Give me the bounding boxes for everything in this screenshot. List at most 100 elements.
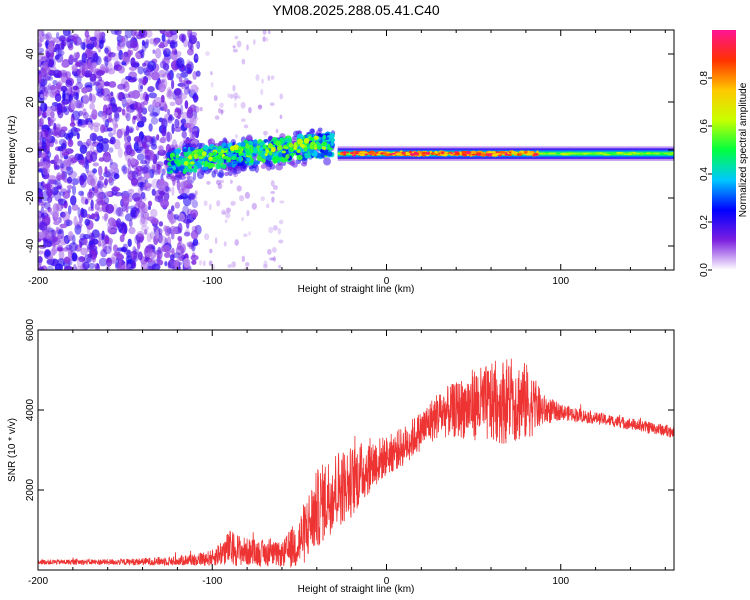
spectrogram-cell <box>189 147 195 152</box>
spectrogram-cell <box>170 79 175 90</box>
spectrogram-cell <box>131 260 137 269</box>
spectrogram-cell <box>114 112 120 122</box>
spectrogram-cell <box>241 216 245 222</box>
spectrogram-cell <box>153 169 159 176</box>
spectrogram-cell <box>207 162 213 167</box>
spectrogram-cell <box>47 132 52 142</box>
spectrogram-cell <box>60 40 65 50</box>
spectrogram-cell <box>263 260 268 268</box>
spectrogram-cell <box>87 59 92 70</box>
spectrogram-cell <box>60 211 66 218</box>
spectrogram-cell <box>67 84 72 94</box>
spectrogram-cell <box>121 196 130 207</box>
spectrogram-cell <box>180 104 184 115</box>
spectrogram-cell <box>491 150 496 154</box>
spectrogram-cell <box>161 168 166 176</box>
spectrogram-cell <box>81 141 90 150</box>
spectrogram-cell <box>127 171 132 177</box>
spectrogram-cell <box>238 195 245 202</box>
spectrogram-cell <box>145 30 153 38</box>
spectrogram-cell <box>225 207 231 213</box>
spectrogram-cell <box>193 196 198 201</box>
spectrogram-cell <box>46 231 53 242</box>
spectrogram-cell <box>199 106 203 112</box>
spectrogram-cell <box>84 30 90 39</box>
spectrogram-cell <box>130 57 136 67</box>
spectrogram-cell <box>52 203 60 214</box>
spectrogram-cell <box>137 146 144 151</box>
spectrogram-cell <box>266 203 270 209</box>
spectrogram-cell <box>243 267 250 270</box>
spectrogram-cell <box>185 80 192 85</box>
spectrogram-cell <box>308 137 315 141</box>
spectrogram-cell <box>192 92 199 103</box>
spectrogram-cell <box>303 138 310 144</box>
spectrogram-cell <box>208 156 213 162</box>
spectrogram-cell <box>118 223 123 232</box>
spectrogram-cell <box>56 174 63 181</box>
spectrogram-cell <box>140 191 146 200</box>
spectrogram-cell <box>235 134 238 139</box>
spectrogram-cell <box>51 246 56 256</box>
spectrogram-cell <box>513 153 518 156</box>
spectrogram-cell <box>164 225 172 237</box>
spectrogram-cell <box>111 186 121 192</box>
y-tick-label: 6000 <box>25 318 36 341</box>
spectrogram-cell <box>74 99 83 109</box>
spectrogram-cell <box>177 195 184 200</box>
spectrogram-cell <box>151 217 159 227</box>
spectrogram-cell <box>117 261 126 270</box>
spectrogram-cell <box>176 50 182 58</box>
spectrogram-cell <box>112 244 118 253</box>
spectrogram-cell <box>232 168 237 175</box>
spectrogram-cell <box>243 233 248 237</box>
spectrogram-cell <box>53 155 60 166</box>
spectrogram-cell <box>75 265 85 270</box>
spectrogram-cell <box>237 95 241 100</box>
spectrogram-cell <box>59 223 68 229</box>
spectrogram-cell <box>78 190 85 196</box>
spectrogram-cell <box>48 210 56 215</box>
spectrogram-cell <box>113 138 121 150</box>
spectrogram-cell <box>38 266 44 270</box>
spectrogram-cell <box>191 225 198 232</box>
spectrogram-cell <box>166 227 173 235</box>
spectrogram-cell <box>54 190 62 202</box>
spectrogram-cell <box>156 163 161 171</box>
spectrogram-cell <box>127 165 132 176</box>
spectrogram-cell <box>78 119 86 126</box>
spectrogram-cell <box>185 63 192 70</box>
spectrogram-cell <box>227 157 232 163</box>
spectrogram-cell <box>153 249 163 255</box>
spectrogram-cell <box>313 135 319 140</box>
spectrogram-cell <box>39 221 48 231</box>
spectrogram-cell <box>164 260 168 267</box>
spectrogram-cell <box>195 70 201 77</box>
spectrogram-cell <box>204 233 210 241</box>
spectrogram-cell <box>161 127 167 137</box>
spectrogram-cell <box>159 41 165 48</box>
spectrogram-cell <box>86 191 95 199</box>
spectrogram-cell <box>71 252 78 262</box>
spectrogram-cell <box>55 226 59 234</box>
spectrogram-cell <box>144 145 150 154</box>
spectrogram-cell <box>198 260 203 266</box>
spectrogram-cell <box>273 255 276 263</box>
spectrogram-cell <box>210 81 214 88</box>
spectrogram-cell <box>49 235 59 243</box>
spectrogram-cell <box>278 239 284 244</box>
spectrogram-cell <box>190 128 198 133</box>
spectrogram-cell <box>39 117 44 127</box>
spectrogram-cell <box>163 49 167 57</box>
spectrogram-cell <box>299 144 305 148</box>
spectrogram-cell <box>57 232 62 239</box>
spectrogram-cell <box>38 152 48 159</box>
spectrogram-cell <box>278 144 283 150</box>
spectrogram-cell <box>165 131 173 142</box>
spectrogram-cell <box>79 241 83 248</box>
spectrogram-cell <box>208 260 213 267</box>
spectrogram-cell <box>59 163 65 169</box>
spectrogram-cell <box>100 249 108 258</box>
spectrogram-cell <box>191 259 197 265</box>
spectrogram-cell <box>194 130 200 138</box>
